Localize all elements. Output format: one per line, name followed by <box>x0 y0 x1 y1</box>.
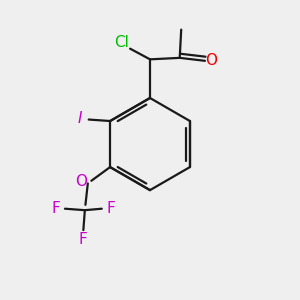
Text: I: I <box>77 111 82 126</box>
Text: F: F <box>79 232 88 247</box>
Text: O: O <box>75 175 87 190</box>
Text: F: F <box>106 201 115 216</box>
Text: F: F <box>52 201 60 216</box>
Text: Cl: Cl <box>114 34 129 50</box>
Text: O: O <box>206 53 218 68</box>
